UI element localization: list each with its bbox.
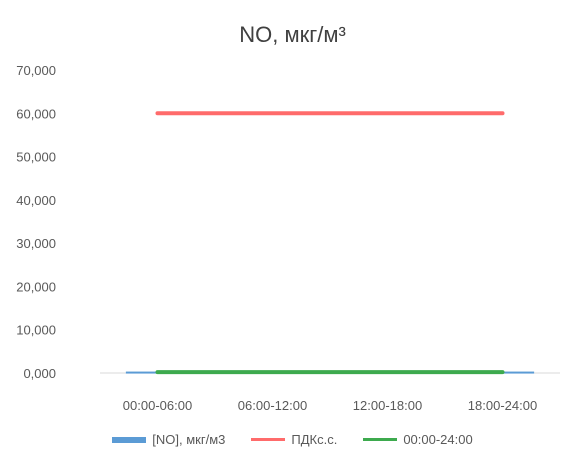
legend-item-daily: 00:00-24:00 [363,432,473,447]
y-tick-label: 30,000 [16,236,56,251]
legend-label-pdk: ПДКс.с. [291,432,338,447]
legend-label-daily: 00:00-24:00 [403,432,473,447]
y-tick-label: 20,000 [16,279,56,294]
y-tick-label: 50,000 [16,150,56,165]
x-tick-label: 12:00-18:00 [353,398,422,413]
x-tick-label: 00:00-06:00 [123,398,192,413]
y-tick-label: 10,000 [16,323,56,338]
legend-swatch-no [112,436,147,443]
x-tick-label: 18:00-24:00 [468,398,537,413]
y-tick-label: 40,000 [16,193,56,208]
legend-item-pdk: ПДКс.с. [251,432,337,447]
legend-swatch-pdk [251,438,286,441]
legend-swatch-daily [363,438,398,441]
chart-title: NO, мкг/м³ [239,22,346,47]
legend-item-no: [NO], мкг/м3 [112,432,225,447]
y-tick-label: 60,000 [16,106,56,121]
legend: [NO], мкг/м3 ПДКс.с. 00:00-24:00 [0,432,585,447]
y-tick-label: 70,000 [16,63,56,78]
x-tick-label: 06:00-12:00 [238,398,307,413]
y-tick-label: 0,000 [23,366,56,381]
legend-label-no: [NO], мкг/м3 [152,432,226,447]
